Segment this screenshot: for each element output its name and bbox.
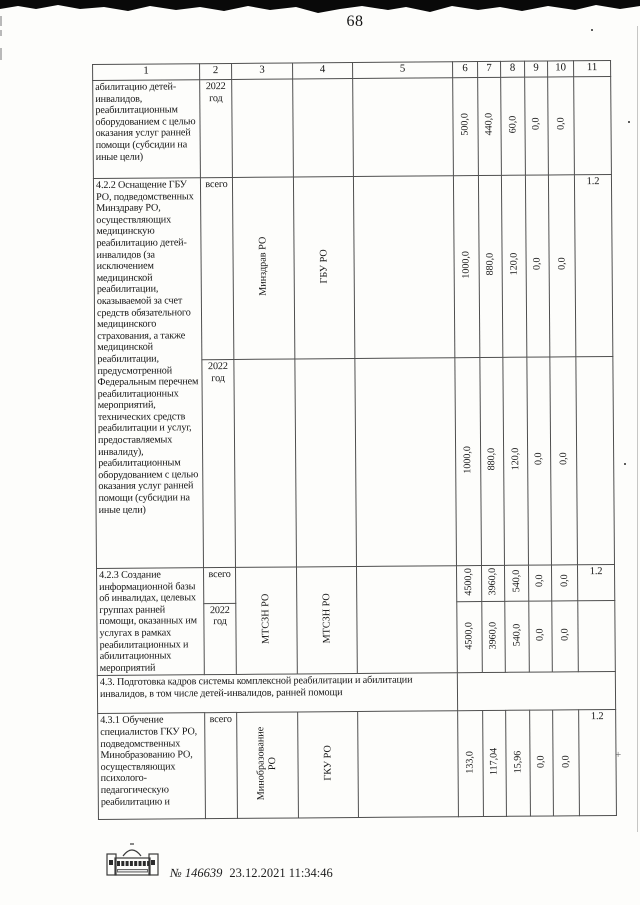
amount-cell: 0,0 [528, 600, 553, 673]
note-cell: 1.2 [577, 564, 615, 601]
scan-speck [624, 463, 626, 465]
table-row-continuation: абилитацию детей-инвалидов, реабилитацио… [92, 76, 612, 179]
amount-cell: 0,0 [549, 356, 578, 565]
amount-cell: 117,04 [482, 710, 507, 817]
activity-cell: 4.2.3 Создание информационной базы об ин… [96, 567, 205, 676]
amount-cell: 880,0 [479, 357, 505, 566]
participant-cell [292, 78, 354, 177]
amount-cell: 60,0 [500, 77, 526, 176]
column-number: 7 [477, 61, 501, 78]
note-cell: 1.2 [574, 174, 613, 357]
note-cell [575, 356, 615, 565]
column-number: 10 [547, 60, 574, 77]
amount-cell: 3960,0 [481, 601, 506, 673]
activity-cell: 4.2.2 Оснащение ГБУ РО, подведомственных… [93, 177, 204, 569]
executor-cell: Минобразование РО [236, 712, 299, 819]
column-number: 3 [231, 62, 293, 80]
table-row-4-3-1: 4.3.1 Обучение специалистов ГКУ РО, подв… [97, 709, 617, 820]
period-cell: всего [200, 177, 234, 360]
period-cell: всего [203, 567, 236, 604]
stamp-building-icon [102, 841, 164, 886]
amount-cell: 15,96 [505, 710, 531, 817]
column-number: 9 [524, 60, 548, 78]
registration-line: № 146639 23.12.2021 11:34:46 [170, 866, 333, 881]
note-cell [573, 76, 612, 175]
participant-cell: ГБУ РО [293, 176, 355, 359]
activity-cell: 4.3.1 Обучение специалистов ГКУ РО, подв… [97, 713, 206, 820]
amount-cell: 0,0 [529, 710, 554, 817]
participant-cell: ГКУ РО [297, 711, 359, 819]
amount-cell: 0,0 [552, 710, 580, 817]
source-cell [353, 175, 455, 359]
registration-datetime: 23.12.2021 11:34:46 [229, 866, 333, 880]
activity-cell: абилитацию детей-инвалидов, реабилитацио… [92, 79, 201, 179]
amount-cell: 0,0 [524, 76, 549, 176]
amount-cell: 880,0 [478, 175, 503, 358]
source-cell [352, 77, 454, 177]
column-number: 4 [292, 62, 353, 79]
amount-cell: 120,0 [502, 357, 529, 566]
column-number: 5 [352, 61, 453, 79]
amount-cell: 0,0 [528, 564, 552, 601]
scan-top-edge-artifact [0, 0, 640, 13]
table-row-4-2-3-total: 4.2.3 Создание информационной базы об ин… [96, 564, 615, 676]
scan-left-edge-mark [0, 30, 2, 36]
executor-cell [233, 358, 297, 568]
executor-cell: МТСЗН РО [235, 566, 298, 675]
scan-right-edge-line [637, 26, 638, 832]
table-row-4-2-2-total: 4.2.2 Оснащение ГБУ РО, подведомственных… [93, 174, 613, 569]
page-number: 68 [346, 13, 364, 30]
amount-cell: 133,0 [457, 710, 484, 818]
table-row-4-3-section: 4.3. Подготовка кадров системы комплексн… [97, 671, 616, 714]
amount-cell: 500,0 [452, 77, 479, 176]
amount-cell: 440,0 [477, 77, 502, 176]
participant-cell [294, 358, 357, 567]
executor-cell [231, 78, 294, 178]
period-cell: 2022 год [201, 359, 236, 568]
source-cell [357, 711, 459, 818]
source-cell [354, 357, 457, 567]
column-number: 6 [452, 61, 478, 78]
amount-cell: 0,0 [551, 600, 579, 673]
amount-cell: 1000,0 [454, 357, 482, 566]
note-cell: 1.2 [578, 709, 617, 817]
section-title-cell: 4.3. Подготовка кадров системы комплексн… [97, 673, 458, 714]
amount-cell: 540,0 [504, 600, 530, 673]
amount-cell: 0,0 [548, 174, 576, 357]
column-number: 11 [573, 60, 611, 77]
amount-cell: 4500,0 [456, 601, 483, 674]
period-cell: всего [204, 712, 238, 820]
column-number: 1 [92, 63, 200, 81]
amount-cell: 0,0 [547, 76, 575, 175]
period-cell: 2022 год [203, 603, 237, 676]
scan-left-edge-mark [0, 16, 2, 26]
budget-program-table: 1 2 3 4 5 6 7 8 9 10 11 абилитацию детей… [92, 60, 617, 820]
period-cell: 2022 год [199, 79, 233, 178]
scan-speck [628, 121, 630, 123]
amount-cell: 0,0 [525, 174, 550, 358]
amount-cell: 4500,0 [456, 565, 482, 602]
column-number: 2 [199, 63, 232, 80]
amount-cell: 0,0 [551, 564, 578, 601]
amount-cell: 1000,0 [453, 175, 480, 358]
amount-cell: 0,0 [526, 356, 552, 566]
note-cell [577, 600, 616, 673]
column-number: 8 [500, 61, 525, 78]
registration-number: № 146639 [170, 866, 223, 880]
scan-plus-mark: + [615, 749, 622, 761]
amount-cell: 3960,0 [481, 565, 505, 602]
source-cell [356, 565, 458, 674]
amount-cell: 120,0 [501, 175, 527, 358]
scan-speck [591, 29, 593, 31]
amount-cell: 540,0 [504, 565, 529, 602]
empty-merged-cell [457, 671, 616, 712]
executor-cell: Минздрав РО [232, 176, 295, 360]
participant-cell: МТСЗН РО [296, 566, 358, 675]
scan-left-edge-mark [0, 48, 2, 60]
